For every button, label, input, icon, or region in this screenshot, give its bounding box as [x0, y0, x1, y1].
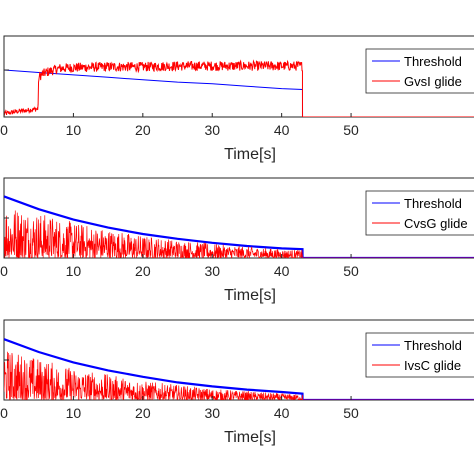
- series-threshold-line: [4, 338, 474, 400]
- legend-label: CvsG glide: [404, 216, 468, 231]
- series-glide-line: [4, 210, 474, 258]
- series-glide-line: [4, 351, 474, 400]
- legend: Threshold CvsG glide: [365, 190, 474, 236]
- series-glide-line: [4, 59, 474, 117]
- legend-label: Threshold: [404, 338, 462, 353]
- x-tick-label: 10: [66, 405, 82, 421]
- x-tick-label: 50: [343, 122, 359, 138]
- x-axis-label: Time[s]: [224, 146, 276, 163]
- legend: Threshold GvsI glide: [365, 48, 474, 94]
- x-tick-label: 40: [274, 263, 290, 279]
- x-tick-label: 30: [204, 122, 220, 138]
- chart-panel-1: 0 10 20 30 40 50 Time[s] Threshold GvsI glide: [0, 35, 474, 163]
- series-threshold-line: [4, 195, 474, 258]
- x-tick-label: 10: [66, 263, 82, 279]
- x-tick-label: 30: [204, 263, 220, 279]
- legend: Threshold IvsC glide: [365, 332, 474, 378]
- x-tick-label: 50: [343, 405, 359, 421]
- chart-panel-2: 0 10 20 30 40 50 Time[s] Threshold CvsG glide: [0, 177, 474, 304]
- x-tick-label: 30: [204, 405, 220, 421]
- legend-label: IvsC glide: [404, 358, 461, 373]
- legend-label: GvsI glide: [404, 74, 462, 89]
- legend-label: Threshold: [404, 196, 462, 211]
- legend-label: Threshold: [404, 54, 462, 69]
- x-tick-label: 0: [0, 263, 8, 279]
- x-tick-label: 0: [0, 122, 8, 138]
- x-tick-label: 40: [274, 122, 290, 138]
- x-tick-label: 10: [66, 122, 82, 138]
- x-axis-label: Time[s]: [224, 287, 276, 304]
- x-tick-label: 50: [343, 263, 359, 279]
- x-tick-label: 20: [135, 263, 151, 279]
- x-tick-label: 0: [0, 405, 8, 421]
- x-tick-label: 40: [274, 405, 290, 421]
- x-tick-label: 20: [135, 405, 151, 421]
- x-axis-label: Time[s]: [224, 429, 276, 446]
- x-tick-label: 20: [135, 122, 151, 138]
- chart-panel-3: 0 10 20 30 40 50 Time[s] Threshold IvsC glide: [0, 319, 474, 446]
